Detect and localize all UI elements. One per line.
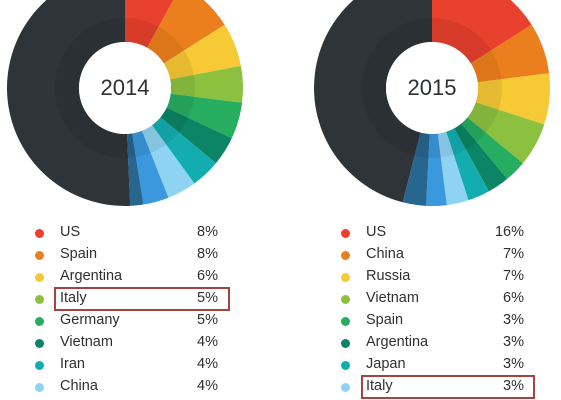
legend-swatch xyxy=(341,251,350,260)
legend-item-spain: Spain 3% xyxy=(281,310,561,332)
legend-item-us: US 16% xyxy=(281,222,561,244)
legend-value: 7% xyxy=(503,268,524,284)
legend-swatch xyxy=(35,295,44,304)
slice-germany xyxy=(166,93,243,139)
legend-item-vietnam: Vietnam 6% xyxy=(281,288,561,310)
legend-label: US xyxy=(366,224,387,240)
legend-item-us: US 8% xyxy=(0,222,280,244)
legend-item-argentina: Argentina 6% xyxy=(0,266,280,288)
legend-label: Russia xyxy=(366,268,411,284)
legend-swatch xyxy=(35,229,44,238)
slice-unlabeled-2 xyxy=(127,133,144,206)
donut-chart-2014: 2014 xyxy=(7,0,244,206)
legend-label: Iran xyxy=(60,356,85,372)
legend-label: Spain xyxy=(60,246,98,262)
legend-value: 4% xyxy=(197,334,218,350)
chart-2015: 2015 US 16% China 7% Russia 7% Vietnam 6% Spain 3… xyxy=(281,0,561,400)
legend-swatch xyxy=(341,295,350,304)
legend-value: 4% xyxy=(197,356,218,372)
legend-item-spain: Spain 8% xyxy=(0,244,280,266)
slice-other xyxy=(7,0,131,206)
legend-swatch xyxy=(341,273,350,282)
legend-value: 6% xyxy=(503,290,524,306)
legend-item-vietnam: Vietnam 4% xyxy=(0,332,280,354)
slice-vietnam xyxy=(160,107,232,164)
legend-swatch xyxy=(341,317,350,326)
legend-label: Argentina xyxy=(366,334,429,350)
donut-hole xyxy=(386,42,478,134)
legend-label: Italy xyxy=(60,290,87,306)
legend-label: Argentina xyxy=(60,268,123,284)
legend-value: 5% xyxy=(197,290,218,306)
chart-2014: 2014 US 8% Spain 8% Argentina 6% Italy 5% German… xyxy=(0,0,280,400)
slice-japan xyxy=(446,128,489,201)
legend-item-iran: Iran 4% xyxy=(0,354,280,376)
slice-italy xyxy=(437,131,469,206)
legend-value: 3% xyxy=(503,378,524,394)
legend-swatch xyxy=(341,339,350,348)
legend-item-japan: Japan 3% xyxy=(281,354,561,376)
legend-value: 4% xyxy=(197,378,218,394)
legend-swatch xyxy=(341,229,350,238)
slice-china xyxy=(470,24,550,83)
legend-label: China xyxy=(60,378,98,394)
slice-spain xyxy=(461,117,523,179)
slice-iran xyxy=(152,117,216,184)
legend-value: 3% xyxy=(503,312,524,328)
legend-swatch xyxy=(35,317,44,326)
legend-label: Italy xyxy=(366,378,393,394)
legend-swatch xyxy=(35,339,44,348)
legend-swatch xyxy=(35,383,44,392)
slice-unlabeled-2 xyxy=(402,132,430,206)
slice-unlabeled-1 xyxy=(426,133,447,206)
legend-item-russia: Russia 7% xyxy=(281,266,561,288)
legend-item-china: China 7% xyxy=(281,244,561,266)
legend-label: Spain xyxy=(366,312,404,328)
slice-china xyxy=(141,125,195,198)
chart-title: 2014 xyxy=(101,75,150,100)
legend-label: Vietnam xyxy=(60,334,113,350)
legend-item-germany: Germany 5% xyxy=(0,310,280,332)
legend-label: China xyxy=(366,246,404,262)
slice-us xyxy=(432,0,532,64)
highlight-box xyxy=(361,375,535,399)
legend-value: 16% xyxy=(494,224,524,240)
slice-unlabeled-1 xyxy=(132,130,169,205)
donut-chart-2015: 2015 xyxy=(314,0,550,206)
legend-value: 8% xyxy=(197,224,218,240)
legend-item-italy: Italy 3% xyxy=(281,375,561,399)
legend-value: 3% xyxy=(503,356,524,372)
legend-value: 5% xyxy=(197,312,218,328)
slice-argentina xyxy=(163,24,241,80)
slice-vietnam xyxy=(467,102,545,164)
slice-us xyxy=(125,0,174,48)
slice-other xyxy=(314,0,432,203)
legend-value: 3% xyxy=(503,334,524,350)
legend-swatch xyxy=(35,251,44,260)
legend-value: 7% xyxy=(503,246,524,262)
legend-swatch xyxy=(35,361,44,370)
legend-swatch xyxy=(341,383,350,392)
legend-label: Japan xyxy=(366,356,406,372)
slice-russia xyxy=(475,73,550,125)
legend-swatch xyxy=(35,273,44,282)
legend-value: 8% xyxy=(197,246,218,262)
highlight-box xyxy=(54,287,230,311)
legend-label: Vietnam xyxy=(366,290,419,306)
legend-label: US xyxy=(60,224,81,240)
slice-spain xyxy=(147,0,225,64)
legend-value: 6% xyxy=(197,268,218,284)
chart-title: 2015 xyxy=(408,75,457,100)
legend-item-italy: Italy 5% xyxy=(0,287,280,311)
legend-label: Germany xyxy=(60,312,120,328)
legend-item-china: China 4% xyxy=(0,376,280,398)
legend-item-argentina: Argentina 3% xyxy=(281,332,561,354)
slice-argentina xyxy=(454,123,508,192)
legend-swatch xyxy=(341,361,350,370)
slice-italy xyxy=(170,65,244,103)
donut-hole xyxy=(79,42,171,134)
